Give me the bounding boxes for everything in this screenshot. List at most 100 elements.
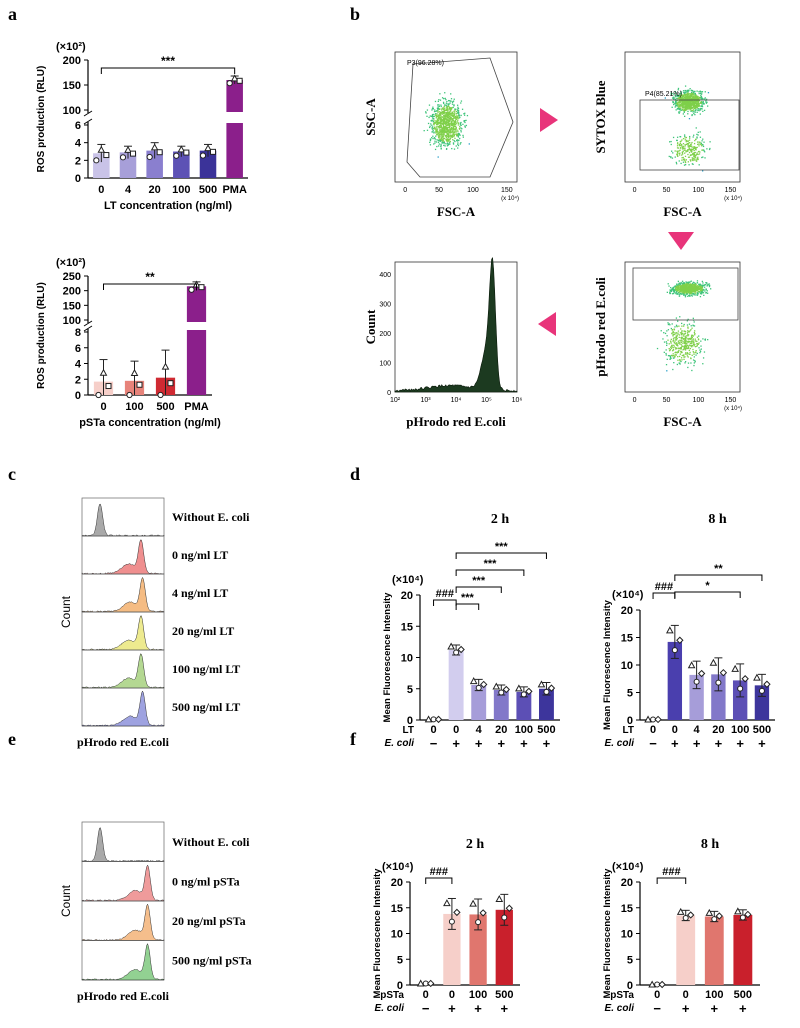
- event-dot: [698, 96, 701, 99]
- event-dot: [454, 119, 457, 121]
- event-dot: [677, 108, 679, 110]
- event-dot: [708, 283, 710, 285]
- data-point: [188, 286, 195, 293]
- event-dot: [695, 288, 697, 290]
- event-dot: [692, 281, 694, 283]
- event-dot: [445, 131, 447, 133]
- event-dot: [684, 284, 686, 286]
- event-dot: [667, 339, 669, 341]
- event-dot: [445, 126, 447, 129]
- y-tick-label: 200: [379, 331, 391, 338]
- event-dot: [696, 141, 699, 143]
- ecoli-value: +: [758, 736, 766, 751]
- event-dot: [427, 122, 430, 125]
- event-dot: [691, 154, 693, 156]
- event-dot: [676, 136, 679, 138]
- event-dot: [443, 131, 445, 133]
- significance-label: ###: [436, 588, 454, 600]
- event-dot: [453, 131, 456, 133]
- event-dot: [666, 342, 668, 345]
- event-dot: [706, 282, 708, 284]
- event-dot: [681, 331, 683, 333]
- event-dot: [684, 292, 686, 294]
- event-dot: [670, 338, 672, 341]
- event-dot: [682, 293, 684, 295]
- event-dot: [460, 121, 462, 124]
- event-dot: [451, 147, 453, 150]
- event-dot: [710, 288, 712, 290]
- event-dot: [443, 121, 445, 123]
- event-dot: [691, 114, 693, 117]
- event-dot: [435, 112, 437, 115]
- event-dot: [456, 108, 459, 110]
- x-tick-label: 100: [693, 397, 705, 404]
- event-dot: [674, 346, 676, 349]
- data-point: [665, 626, 674, 634]
- event-dot: [675, 104, 677, 106]
- event-dot: [676, 284, 678, 286]
- event-dot: [678, 349, 680, 351]
- event-dot: [449, 119, 451, 122]
- event-dot: [674, 96, 676, 98]
- event-dot: [678, 289, 680, 291]
- event-dot: [697, 150, 700, 153]
- event-dot: [697, 339, 700, 341]
- event-dot: [426, 129, 429, 131]
- event-dot: [698, 291, 700, 293]
- event-dot: [457, 143, 459, 146]
- event-dot: [681, 159, 683, 161]
- event-dot: [693, 90, 696, 93]
- event-dot: [687, 143, 690, 145]
- event-dot: [699, 351, 701, 354]
- event-dot: [671, 157, 674, 159]
- event-dot: [703, 109, 706, 112]
- event-dot: [687, 281, 690, 283]
- event-dot: [426, 115, 428, 117]
- condition-value: 500: [753, 724, 771, 736]
- event-dot: [698, 105, 700, 107]
- histogram-area: [81, 864, 165, 902]
- event-dot: [674, 285, 676, 287]
- event-dot: [451, 103, 454, 105]
- event-dot: [685, 95, 687, 97]
- event-dot: [439, 133, 441, 135]
- event-dot: [440, 119, 442, 121]
- event-dot: [691, 148, 693, 151]
- event-dot: [447, 119, 449, 121]
- ecoli-value: +: [543, 736, 551, 751]
- event-dot: [696, 104, 698, 106]
- event-dot: [682, 156, 684, 159]
- condition-row-label: LT: [623, 725, 634, 736]
- event-dot: [685, 136, 688, 139]
- event-dot: [451, 127, 453, 130]
- event-dot: [695, 354, 697, 356]
- event-dot: [447, 143, 450, 146]
- y-axis-label: Mean Fluorescence Intensity: [372, 868, 383, 999]
- event-dot: [697, 100, 699, 102]
- event-dot: [437, 110, 439, 112]
- event-dot: [672, 348, 675, 351]
- event-dot: [674, 352, 676, 354]
- event-dot: [698, 110, 700, 112]
- event-dot: [691, 93, 693, 95]
- event-dot: [674, 326, 676, 328]
- event-dot: [699, 283, 701, 285]
- event-dot: [459, 116, 461, 119]
- event-dot: [685, 100, 687, 102]
- event-dot: [434, 142, 436, 144]
- event-dot: [687, 161, 689, 163]
- event-dot: [670, 357, 672, 360]
- event-dot: [683, 158, 686, 160]
- bar: [469, 914, 487, 985]
- event-dot: [684, 356, 686, 358]
- event-dot: [454, 124, 456, 126]
- event-dot: [698, 143, 700, 145]
- event-dot: [696, 157, 699, 159]
- event-dot: [686, 89, 689, 92]
- event-dot: [429, 139, 432, 142]
- event-dot: [691, 336, 693, 339]
- event-dot: [441, 116, 443, 118]
- event-dot: [689, 340, 691, 343]
